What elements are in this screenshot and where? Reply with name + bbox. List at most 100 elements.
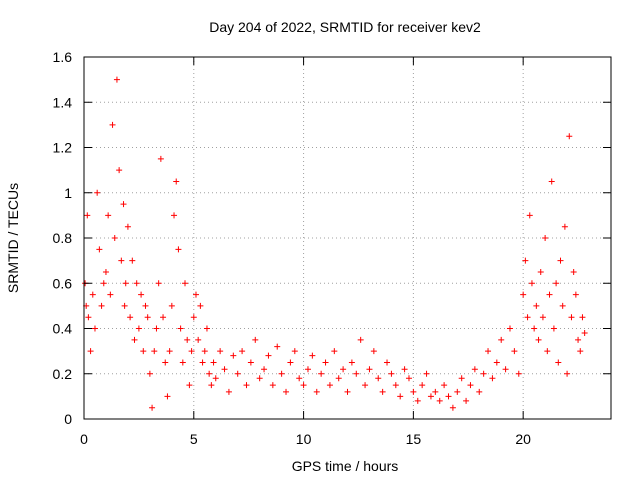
data-point	[463, 397, 470, 404]
data-point	[533, 302, 540, 309]
data-point	[557, 257, 564, 264]
data-point	[283, 388, 290, 395]
data-point	[122, 280, 129, 287]
data-point	[256, 375, 263, 382]
chart-title: Day 204 of 2022, SRMTID for receiver kev…	[209, 19, 481, 35]
data-point	[206, 370, 213, 377]
data-point	[121, 302, 128, 309]
data-point	[140, 348, 147, 355]
data-point	[546, 291, 553, 298]
data-point	[335, 375, 342, 382]
data-point	[274, 343, 281, 350]
data-point	[225, 388, 232, 395]
data-point	[157, 155, 164, 162]
data-point	[100, 280, 107, 287]
data-point	[171, 212, 178, 219]
data-point	[212, 375, 219, 382]
data-point	[199, 359, 206, 366]
y-tick-label: 1.6	[53, 49, 73, 65]
data-point	[287, 359, 294, 366]
data-point	[511, 348, 518, 355]
y-axis-label: SRMTID / TECUs	[5, 183, 21, 293]
data-point	[561, 223, 568, 230]
data-point	[515, 370, 522, 377]
data-point	[177, 325, 184, 332]
data-point	[190, 314, 197, 321]
data-point	[98, 302, 105, 309]
data-point	[559, 302, 566, 309]
data-point	[410, 388, 417, 395]
data-point	[175, 246, 182, 253]
data-point	[173, 178, 180, 185]
data-point	[388, 370, 395, 377]
data-point	[278, 370, 285, 377]
data-point	[331, 348, 338, 355]
data-point	[239, 348, 246, 355]
data-point	[85, 314, 92, 321]
data-point	[252, 336, 259, 343]
data-point	[184, 336, 191, 343]
data-point	[127, 314, 134, 321]
axis-ticks: 0 5 10 15 20 0 0.2 0.4 0.6 0.8 1 1.2 1.4 1.6	[53, 49, 611, 447]
data-point	[111, 235, 118, 241]
data-point	[162, 359, 169, 366]
data-point	[168, 302, 175, 309]
data-point	[498, 336, 505, 343]
data-point	[326, 382, 333, 389]
data-point	[441, 382, 448, 389]
data-point	[146, 370, 153, 377]
data-point	[153, 325, 160, 332]
data-point	[392, 382, 399, 389]
data-point	[427, 393, 434, 400]
data-point	[322, 359, 329, 366]
data-point	[109, 121, 116, 128]
data-point	[366, 366, 373, 373]
data-point	[353, 370, 360, 377]
data-point	[419, 382, 426, 389]
data-point	[133, 280, 140, 287]
data-point	[436, 397, 443, 404]
data-point	[493, 359, 500, 366]
y-tick-label: 1.4	[53, 94, 73, 110]
data-point	[91, 325, 98, 332]
data-point	[449, 404, 456, 411]
data-point	[405, 375, 412, 382]
x-tick-label: 20	[515, 431, 531, 447]
data-point	[423, 370, 430, 377]
data-point	[124, 223, 131, 230]
data-point	[471, 366, 478, 373]
data-point	[304, 366, 311, 373]
data-point	[182, 280, 189, 287]
data-point	[84, 212, 91, 219]
data-point	[522, 257, 529, 264]
y-tick-label: 0.6	[53, 275, 73, 291]
x-tick-label: 0	[80, 431, 88, 447]
data-point	[535, 336, 542, 343]
data-point	[201, 348, 208, 355]
data-point	[579, 314, 586, 321]
data-point	[568, 314, 575, 321]
data-point	[166, 348, 173, 355]
data-point	[531, 325, 538, 332]
data-point	[467, 382, 474, 389]
data-point	[87, 348, 94, 355]
data-point	[131, 336, 138, 343]
data-point	[550, 325, 557, 332]
plot-frame	[83, 56, 612, 420]
data-point	[458, 375, 465, 382]
data-point	[570, 268, 577, 275]
data-point	[197, 302, 204, 309]
data-point	[129, 257, 136, 264]
data-point	[553, 280, 560, 287]
data-point	[489, 375, 496, 382]
data-point	[575, 336, 582, 343]
y-tick-label: 0.4	[53, 321, 73, 337]
y-tick-label: 1	[64, 185, 72, 201]
data-point	[318, 370, 325, 377]
y-tick-label: 1.2	[53, 140, 73, 156]
data-point	[243, 382, 250, 389]
data-point	[528, 280, 535, 287]
data-point	[542, 235, 549, 241]
data-point	[208, 382, 215, 389]
